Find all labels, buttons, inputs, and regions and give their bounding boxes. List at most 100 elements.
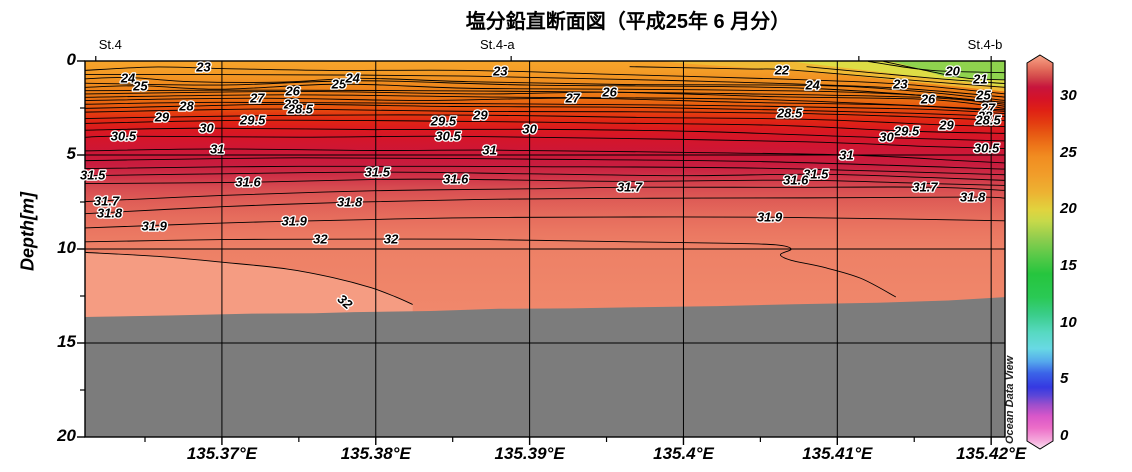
contour-line-25 — [84, 83, 1006, 105]
contour-label: 31 — [482, 142, 496, 157]
contour-line-28.5 — [84, 108, 1006, 121]
contour-line-31.7 — [84, 186, 1006, 203]
station-label: St.4 — [98, 37, 122, 52]
chart-title: 塩分鉛直断面図（平成25年 6 月分） — [465, 11, 791, 33]
contour-label: 31.8 — [960, 189, 986, 204]
contour-label: 26 — [601, 85, 617, 100]
contour-line-31.8 — [84, 196, 1006, 215]
contour-label: 29 — [154, 110, 170, 125]
contour-line-21.5 — [806, 66, 1006, 85]
contour-label: 31 — [210, 141, 224, 156]
station-label: St.4-b — [967, 37, 1003, 52]
colorbar-tick-label: 0 — [1060, 427, 1069, 444]
contour-line-31.5 — [84, 171, 1006, 181]
contour-line-26 — [84, 91, 1006, 109]
contour-label: 31.5 — [365, 164, 391, 179]
contour-label: 32 — [384, 232, 399, 247]
contour-line-28 — [84, 103, 1006, 117]
contour-label: 32 — [313, 232, 328, 247]
contour-label: 29 — [472, 107, 488, 122]
contour-label: 30 — [879, 129, 894, 144]
contour-line-31.9 — [84, 216, 1006, 229]
contour-line-31 — [84, 148, 1006, 164]
contour-label: 31.6 — [235, 175, 261, 190]
x-tick-label: 135.42°E — [956, 444, 1027, 463]
contour-label: 28.5 — [974, 113, 1001, 128]
station-label: St.4-a — [479, 37, 515, 52]
bottom-high-salinity-lens — [85, 252, 413, 318]
contour-line-30 — [84, 127, 1006, 142]
contour-label: 28 — [283, 97, 299, 112]
contour-label: 31.9 — [282, 213, 308, 228]
y-tick-label: 0 — [66, 50, 76, 69]
contour-line-32 — [84, 238, 896, 298]
contour-label: 21 — [972, 72, 987, 87]
contour-line-21 — [883, 60, 1006, 81]
colorbar — [1026, 54, 1054, 450]
odv-watermark: Ocean Data View — [1004, 355, 1016, 444]
surface-yellow — [788, 61, 1005, 87]
y-tick-label: 20 — [57, 426, 76, 445]
colorbar-tick-label: 25 — [1060, 143, 1077, 161]
y-axis-title: Depth[m] — [17, 192, 38, 271]
contour-label: 23 — [892, 76, 908, 91]
contour-label: 25 — [975, 88, 991, 103]
contour-label: 31.6 — [443, 172, 469, 187]
y-tick-label: 10 — [57, 238, 76, 257]
contour-label: 24 — [344, 70, 360, 85]
contour-label: 31.9 — [757, 210, 783, 225]
seafloor — [85, 297, 1005, 437]
contour-label: 28 — [178, 98, 194, 113]
contour-label: 31.6 — [783, 173, 809, 188]
contour-label: 29.5 — [430, 113, 457, 128]
contour-label: 28.5 — [776, 106, 803, 121]
contour-label: 30 — [522, 122, 537, 137]
x-tick-label: 135.41°E — [802, 444, 873, 463]
contour-label: 29.5 — [893, 123, 920, 138]
contour-label: 24 — [120, 70, 136, 85]
contour-label: 29 — [938, 117, 954, 132]
colorbar-tick-label: 10 — [1060, 313, 1077, 331]
contour-line-25.5 — [84, 89, 1006, 107]
contour-label: 31.9 — [142, 219, 168, 234]
colorbar-tick-label: 20 — [1060, 200, 1077, 218]
contour-label: 26 — [284, 84, 300, 99]
contour-line-23 — [84, 66, 1006, 95]
colorbar-tick-label: 5 — [1060, 370, 1069, 388]
y-tick-label: 15 — [57, 332, 76, 351]
contour-label: 31 — [839, 148, 853, 163]
contour-label: 28.5 — [287, 102, 314, 117]
colorbar-tick-label: 15 — [1060, 257, 1077, 275]
x-tick-label: 135.39°E — [494, 444, 565, 463]
contour-label: 24 — [804, 78, 820, 93]
contour-label: 25 — [132, 79, 148, 94]
colorbar-tick-label: 30 — [1060, 87, 1077, 105]
y-tick-label: 5 — [66, 144, 76, 163]
contour-label: 30.5 — [974, 141, 1000, 156]
contour-label: 31.8 — [97, 206, 123, 221]
x-tick-label: 135.38°E — [340, 444, 411, 463]
contour-label: 30.5 — [435, 129, 461, 144]
contour-label: 28 — [977, 109, 993, 124]
contour-line-32 — [84, 251, 413, 305]
contour-label: 31.7 — [94, 194, 120, 209]
contour-line-24 — [84, 77, 1006, 101]
contour-line-29.5 — [84, 119, 1006, 134]
surface-green — [886, 61, 1005, 80]
contour-line-31.6 — [84, 178, 1006, 186]
contour-label: 23 — [492, 63, 508, 78]
x-tick-label: 135.37°E — [186, 444, 257, 463]
x-tick-label: 135.4°E — [653, 444, 714, 463]
contour-label: 27 — [980, 101, 996, 116]
contour-label: 29.5 — [239, 113, 266, 128]
contour-line-22 — [629, 66, 1006, 88]
contour-label: 22 — [774, 63, 790, 78]
contour-line-27 — [84, 97, 1006, 112]
contour-label: 23 — [195, 60, 211, 75]
contour-label: 27 — [249, 91, 265, 106]
contour-label: 31.5 — [80, 167, 106, 182]
contour-label: 30 — [199, 120, 214, 135]
contour-label: 31.8 — [337, 195, 363, 210]
